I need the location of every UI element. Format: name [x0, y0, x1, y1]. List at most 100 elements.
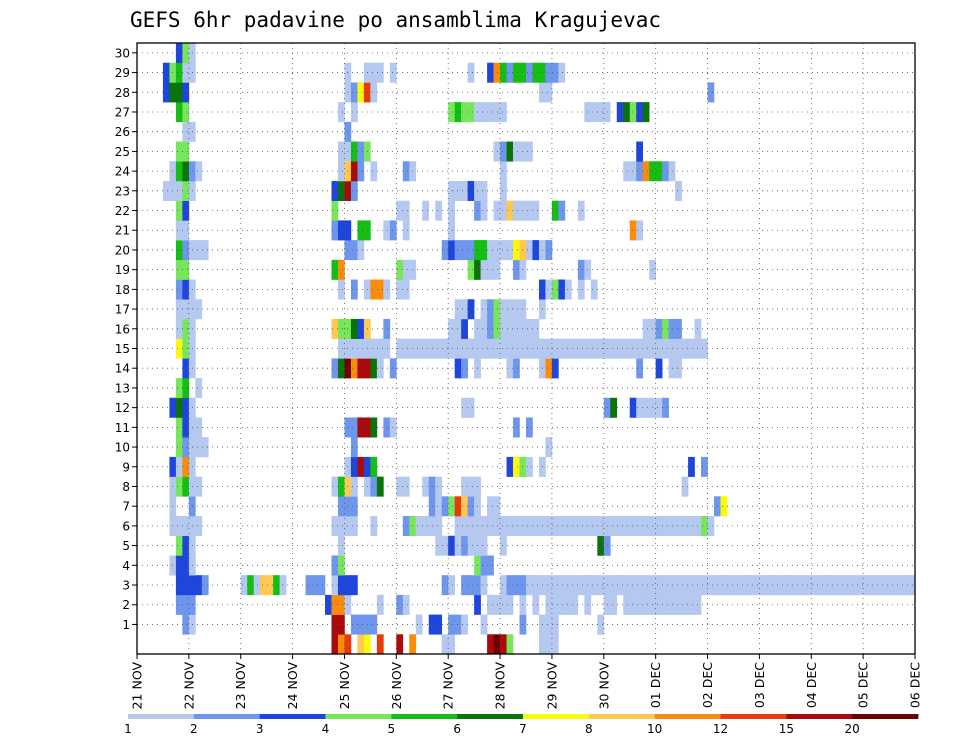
heatmap-cell	[558, 338, 566, 359]
heatmap-cell	[636, 338, 643, 359]
heatmap-cell	[480, 318, 488, 339]
heatmap-cell	[902, 575, 909, 596]
heatmap-cell	[532, 594, 540, 615]
heatmap-cell	[175, 102, 183, 123]
heatmap-cell	[454, 614, 462, 635]
x-tick-label: 04 DEC	[804, 662, 819, 708]
heatmap-cell	[370, 614, 378, 635]
heatmap-cell	[325, 594, 332, 615]
heatmap-cell	[500, 161, 507, 182]
heatmap-cell	[396, 476, 404, 497]
heatmap-cell	[337, 318, 345, 339]
heatmap-cell	[551, 62, 559, 83]
heatmap-cell	[357, 161, 365, 182]
heatmap-cell	[467, 575, 475, 596]
heatmap-cell	[480, 535, 488, 556]
heatmap-cell	[182, 82, 190, 103]
heatmap-cell	[376, 279, 384, 300]
heatmap-cell	[636, 594, 643, 615]
heatmap-cell	[772, 575, 780, 596]
heatmap-cell	[564, 338, 572, 359]
heatmap-cell	[506, 516, 514, 537]
x-tick-label: 05 DEC	[856, 662, 871, 708]
heatmap-cell	[441, 535, 449, 556]
heatmap-cell	[195, 575, 203, 596]
heatmap-cell	[182, 62, 190, 83]
heatmap-cell	[441, 496, 449, 517]
heatmap-cell	[467, 397, 475, 418]
heatmap-cell	[655, 594, 663, 615]
heatmap-cell	[636, 397, 643, 418]
legend-swatch	[128, 714, 195, 719]
heatmap-cell	[195, 240, 203, 261]
heatmap-cell	[448, 180, 455, 201]
heatmap-cell	[545, 516, 553, 537]
heatmap-cell	[804, 575, 812, 596]
heatmap-cell	[655, 358, 663, 379]
heatmap-cell	[435, 516, 443, 537]
y-tick-label: 8	[122, 480, 130, 494]
heatmap-cell	[558, 279, 566, 300]
heatmap-cell	[182, 141, 190, 162]
heatmap-cell	[493, 496, 501, 517]
heatmap-cell	[415, 516, 423, 537]
heatmap-cell	[642, 575, 650, 596]
legend-label: 10	[647, 722, 662, 736]
heatmap-cell	[506, 141, 514, 162]
heatmap-cell	[337, 634, 345, 655]
heatmap-cell	[675, 338, 682, 359]
legend-swatch	[325, 714, 392, 719]
heatmap-cell	[662, 338, 669, 359]
legend-label: 5	[388, 722, 396, 736]
heatmap-cell	[402, 200, 410, 221]
heatmap-cell	[564, 279, 572, 300]
y-tick-label: 22	[115, 204, 130, 218]
heatmap-cell	[454, 338, 462, 359]
x-tick-label: 27 NOV	[441, 662, 456, 710]
heatmap-cell	[798, 575, 806, 596]
heatmap-cell	[675, 516, 682, 537]
heatmap-cell	[675, 180, 682, 201]
heatmap-cell	[415, 614, 423, 635]
heatmap-cell	[461, 535, 468, 556]
heatmap-cell	[545, 437, 553, 458]
heatmap-cell	[545, 614, 553, 635]
heatmap-cell	[363, 634, 371, 655]
heatmap-cell	[331, 259, 339, 280]
heatmap-cell	[701, 516, 708, 537]
heatmap-cell	[616, 338, 624, 359]
heatmap-cell	[175, 575, 183, 596]
heatmap-cell	[623, 575, 631, 596]
heatmap-cell	[480, 259, 488, 280]
heatmap-cell	[175, 535, 183, 556]
heatmap-cell	[182, 456, 190, 477]
heatmap-cell	[480, 338, 488, 359]
heatmap-cell	[551, 358, 559, 379]
legend-swatch	[720, 714, 787, 719]
heatmap-cell	[480, 200, 488, 221]
legend-swatch	[523, 714, 590, 719]
heatmap-cell	[175, 476, 183, 497]
heatmap-cell	[681, 338, 689, 359]
y-tick-label: 7	[122, 500, 130, 514]
heatmap-cell	[493, 634, 501, 655]
heatmap-cell	[500, 141, 507, 162]
heatmap-cell	[370, 62, 378, 83]
heatmap-cell	[402, 516, 410, 537]
heatmap-cell	[331, 318, 339, 339]
heatmap-cell	[454, 496, 462, 517]
color-legend: 1 2 3 4 5 6 7 8 10 12 15 20	[124, 714, 919, 736]
heatmap-cell	[642, 338, 650, 359]
heatmap-cell	[590, 575, 598, 596]
heatmap-cell	[331, 476, 339, 497]
heatmap-cell	[597, 575, 605, 596]
heatmap-cell	[182, 240, 190, 261]
x-tick-label: 03 DEC	[752, 662, 767, 708]
heatmap-cell	[182, 318, 190, 339]
heatmap-cell	[350, 437, 358, 458]
heatmap-cell	[182, 259, 190, 280]
heatmap-cell	[610, 594, 618, 615]
heatmap-cell	[558, 200, 566, 221]
heatmap-cell	[201, 575, 209, 596]
